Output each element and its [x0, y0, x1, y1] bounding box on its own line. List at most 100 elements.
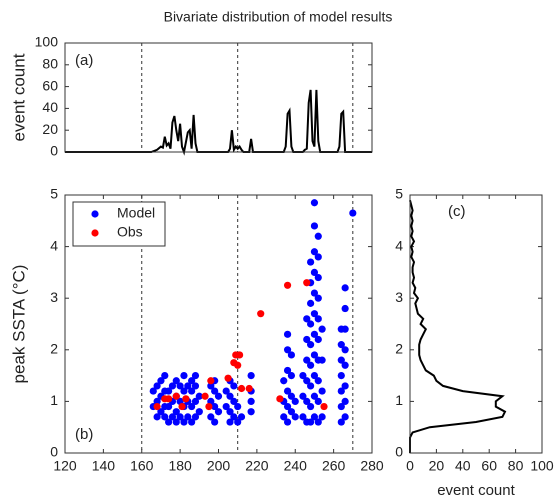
scatter-point	[341, 304, 349, 313]
scatter-point	[314, 232, 322, 240]
x-axis-label: event count	[437, 482, 515, 499]
x-tick-label: 280	[360, 458, 384, 474]
panel-label: (b)	[75, 426, 93, 443]
scatter-point	[276, 395, 284, 403]
scatter-point	[310, 268, 319, 276]
x-tick-label: 80	[508, 458, 524, 474]
scatter-point	[257, 310, 265, 318]
y-tick-label: 20	[42, 121, 58, 137]
scatter-point	[318, 356, 326, 364]
scatter-point	[188, 377, 196, 385]
scatter-point	[307, 341, 315, 349]
scatter-point	[310, 392, 319, 400]
scatter-point	[291, 413, 299, 421]
scatter-point	[310, 413, 319, 421]
scatter-point	[337, 341, 345, 349]
scatter-point	[201, 392, 209, 400]
scatter-point	[205, 402, 213, 411]
scatter-point	[226, 408, 234, 416]
scatter-point	[307, 361, 315, 369]
scatter-point	[314, 335, 322, 344]
scatter-point	[188, 402, 196, 411]
scatter-point	[307, 320, 315, 328]
x-tick-label: 260	[322, 458, 346, 474]
y-tick-label: 3	[395, 289, 403, 305]
x-tick-label: 180	[168, 458, 192, 474]
data-line	[409, 199, 507, 453]
scatter-point	[280, 377, 288, 385]
y-tick-label: 80	[42, 56, 58, 72]
y-tick-label: 2	[395, 341, 403, 357]
scatter-point	[191, 382, 200, 390]
legend-box	[72, 201, 166, 247]
scatter-point	[337, 356, 345, 364]
scatter-point	[180, 372, 188, 380]
scatter-point	[280, 413, 288, 421]
axes-frame	[64, 42, 373, 153]
scatter-point	[337, 387, 345, 395]
x-tick-label: 200	[207, 458, 231, 474]
y-tick-label: 2	[50, 341, 58, 357]
scatter-point	[320, 402, 328, 411]
scatter-point	[283, 281, 292, 289]
scatter-point	[341, 346, 349, 354]
scatter-point	[168, 382, 177, 390]
scatter-point	[191, 397, 200, 405]
scatter-point	[299, 392, 307, 400]
x-tick-label: 60	[481, 458, 497, 474]
x-tick-label: 20	[429, 458, 445, 474]
legend-label: Model	[117, 205, 155, 221]
scatter-point	[247, 397, 255, 405]
scatter-point	[245, 384, 253, 393]
scatter-point	[153, 382, 161, 390]
x-tick-label: 140	[92, 458, 116, 474]
scatter-point	[172, 418, 180, 426]
scatter-point	[314, 294, 322, 302]
y-axis-label: peak SSTA (°C)	[9, 265, 28, 384]
scatter-point	[211, 418, 219, 426]
scatter-point	[314, 273, 322, 282]
scatter-point	[161, 372, 169, 380]
scatter-point	[349, 209, 357, 217]
y-tick-label: 5	[50, 186, 58, 202]
panel-label: (a)	[75, 52, 93, 69]
legend-marker	[91, 229, 99, 237]
scatter-point	[314, 418, 322, 426]
scatter-point	[318, 387, 326, 395]
scatter-point	[341, 361, 349, 369]
y-tick-label: 100	[35, 34, 59, 50]
scatter-point	[307, 382, 315, 390]
scatter-point	[207, 377, 215, 385]
panel-label: (c)	[448, 203, 466, 220]
scatter-point	[310, 199, 319, 207]
scatter-point	[165, 387, 173, 395]
scatter-point	[283, 402, 292, 411]
y-tick-label: 3	[50, 289, 58, 305]
axes-frame	[64, 194, 373, 454]
scatter-point	[180, 387, 188, 395]
scatter-point	[165, 402, 173, 411]
scatter-point	[180, 418, 188, 426]
scatter-point	[237, 384, 246, 393]
y-tick-label: 0	[50, 143, 58, 159]
scatter-point	[211, 387, 219, 395]
scatter-point	[307, 258, 315, 266]
scatter-point	[337, 372, 345, 380]
scatter-point	[207, 382, 215, 390]
scatter-point	[314, 253, 322, 261]
x-tick-label: 220	[245, 458, 269, 474]
scatter-point	[211, 402, 219, 411]
scatter-point	[172, 408, 180, 416]
scatter-point	[237, 413, 246, 421]
scatter-point	[303, 377, 311, 385]
scatter-point	[287, 408, 296, 416]
scatter-point	[157, 377, 165, 385]
scatter-point	[307, 418, 315, 426]
scatter-point	[341, 397, 349, 405]
scatter-point	[318, 325, 326, 333]
scatter-point	[161, 413, 169, 421]
scatter-point	[236, 351, 244, 359]
scatter-point	[314, 377, 322, 385]
scatter-point	[287, 372, 296, 380]
